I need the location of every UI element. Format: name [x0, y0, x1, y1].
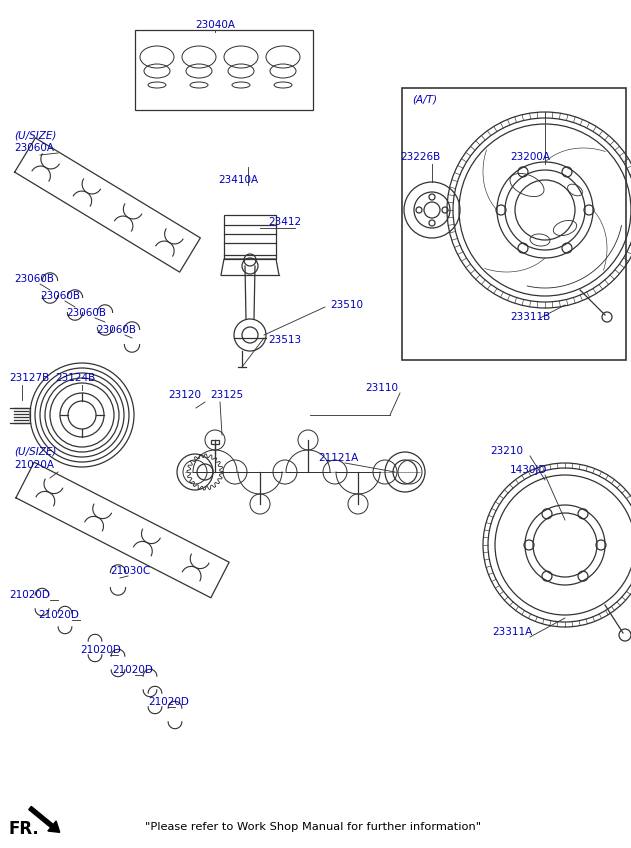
Bar: [402, 88, 626, 360]
Text: 23060A: 23060A: [14, 143, 54, 153]
Text: 23200A: 23200A: [510, 152, 550, 162]
Text: (U/SIZE): (U/SIZE): [14, 447, 56, 457]
Text: 23513: 23513: [268, 335, 301, 345]
Text: 23410A: 23410A: [218, 175, 258, 185]
Text: 23060B: 23060B: [96, 325, 136, 335]
Text: (A/T): (A/T): [412, 95, 437, 105]
Text: 23040A: 23040A: [195, 20, 235, 30]
Text: 23311B: 23311B: [510, 312, 550, 322]
Text: 21020D: 21020D: [148, 697, 189, 707]
Text: 21020D: 21020D: [9, 590, 50, 600]
Text: (U/SIZE): (U/SIZE): [14, 130, 56, 140]
FancyArrow shape: [29, 806, 60, 833]
Text: 23311A: 23311A: [492, 627, 533, 637]
Text: 23510: 23510: [330, 300, 363, 310]
Text: 21121A: 21121A: [318, 453, 358, 463]
Text: 23110: 23110: [365, 383, 398, 393]
Text: FR.: FR.: [8, 820, 38, 838]
Text: 23412: 23412: [268, 217, 301, 227]
Text: 23127B: 23127B: [9, 373, 49, 383]
Text: 1430JD: 1430JD: [510, 465, 547, 475]
Text: 23060B: 23060B: [66, 308, 106, 318]
Text: 23060B: 23060B: [40, 291, 80, 301]
Text: 23060B: 23060B: [14, 274, 54, 284]
Bar: [224, 215, 276, 259]
Text: 23120: 23120: [168, 390, 201, 400]
Text: 23124B: 23124B: [55, 373, 95, 383]
Text: 21020D: 21020D: [80, 645, 121, 655]
Text: 23210: 23210: [490, 446, 523, 456]
Text: 21020A: 21020A: [14, 460, 54, 470]
Text: 21020D: 21020D: [38, 610, 79, 620]
Bar: [211, 440, 219, 444]
Text: "Please refer to Work Shop Manual for further information": "Please refer to Work Shop Manual for fu…: [145, 822, 481, 832]
Bar: [135, 30, 313, 110]
Text: 21030C: 21030C: [110, 566, 150, 576]
Text: 21020D: 21020D: [112, 665, 153, 675]
Text: 23125: 23125: [210, 390, 243, 400]
Text: 23226B: 23226B: [400, 152, 440, 162]
